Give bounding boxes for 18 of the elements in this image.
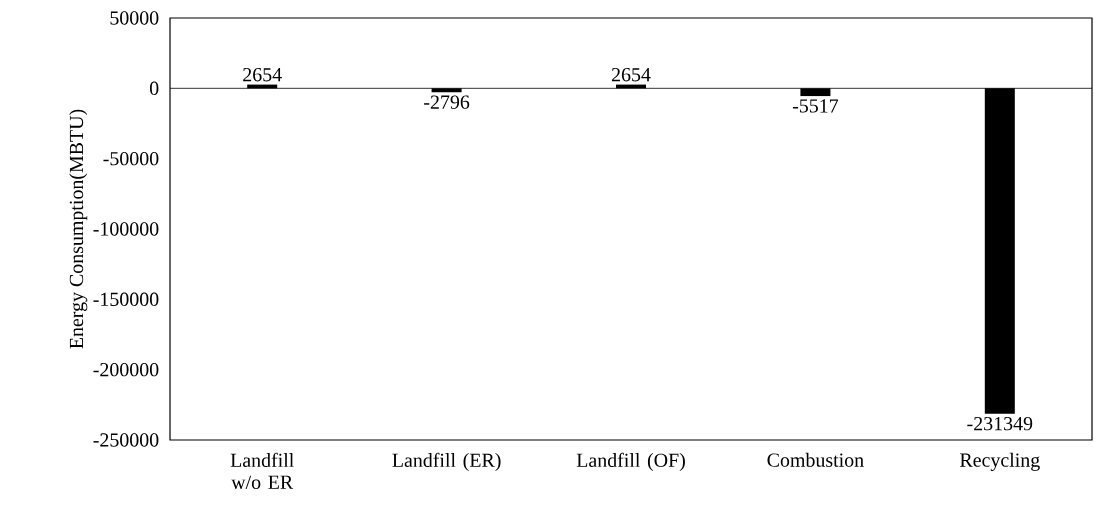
- y-axis-title: Energy Consumption(MBTU): [69, 109, 88, 349]
- y-tick-label: -50000: [103, 151, 159, 166]
- x-tick-label: Landfill (ER): [392, 452, 501, 472]
- x-tick-label: Combustion: [767, 452, 864, 467]
- y-tick-label: -100000: [93, 222, 159, 236]
- y-tick-label: -150000: [93, 292, 159, 307]
- data-label: 2654: [243, 68, 282, 82]
- y-tick-label: 0: [149, 81, 159, 96]
- y-tick-label: 50000: [110, 11, 159, 25]
- x-tick-label: Landfill w/o ER: [230, 452, 294, 489]
- y-tick-label: -200000: [93, 362, 159, 377]
- y-tick-label: -250000: [93, 433, 159, 447]
- x-tick-label: Recycling: [960, 452, 1040, 471]
- data-label: -231349: [967, 416, 1033, 431]
- data-label: 2654: [611, 68, 651, 82]
- x-tick-label: Landfill (OF): [576, 452, 685, 472]
- data-label: -2796: [424, 95, 470, 109]
- data-label: -5517: [792, 99, 839, 113]
